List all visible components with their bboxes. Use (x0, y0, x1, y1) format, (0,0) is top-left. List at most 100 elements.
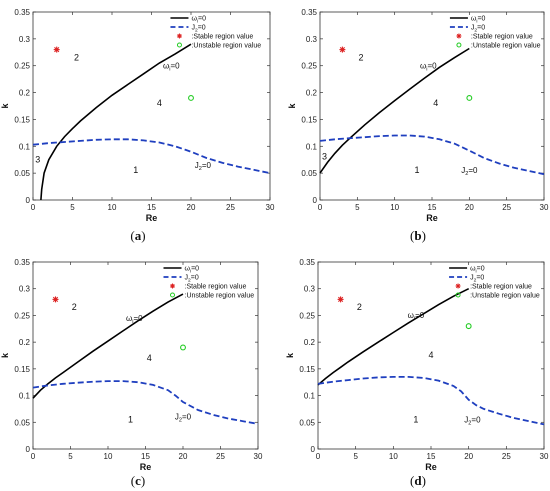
y-tick-label: 0.2 (19, 89, 31, 98)
region-label: 4 (157, 98, 162, 108)
y-tick-label: 0.05 (14, 418, 30, 427)
plot-frame (32, 11, 271, 201)
unstable-point-marker (180, 344, 186, 351)
legend-entry: :Unstable region value (191, 43, 261, 50)
chart-panel-a: 0 5 10 15 20 25 30 0 0.05 0.1 0.15 0.2 0.25 0.3 0.35 Re… (0, 8, 275, 243)
curve-annotation: J2=0 (195, 161, 212, 172)
x-tick-label: 0 (316, 452, 321, 461)
unstable-point-marker (466, 94, 473, 101)
x-tick-label: 5 (68, 452, 73, 461)
x-tick-label: 20 (464, 452, 473, 461)
x-tick-label: 25 (216, 452, 225, 461)
region-label: 4 (147, 353, 152, 363)
x-tick-label: 5 (355, 203, 360, 212)
region-label: 4 (428, 350, 433, 360)
plot-frame (319, 11, 545, 201)
x-tick-label: 25 (502, 203, 511, 212)
x-tick-label: 25 (502, 452, 511, 461)
y-tick-label: 0.35 (299, 258, 315, 267)
chart-panel-c: 0 5 10 15 20 25 30 0 0.05 0.1 0.15 0.2 0.25 0.3 0.35 Re… (0, 258, 263, 488)
series-j2-line (317, 376, 545, 426)
y-tick-label: 0.1 (304, 392, 316, 401)
region-label: 2 (357, 302, 362, 312)
y-tick-label: 0.05 (299, 418, 315, 427)
y-axis-label: k (0, 352, 10, 358)
x-tick-label: 15 (428, 203, 437, 212)
y-tick-label: 0.25 (301, 62, 317, 71)
chart-panel-b: 0 5 10 15 20 25 30 0 0.05 0.1 0.15 0.2 0.25 0.3 0.35 Re… (287, 8, 549, 243)
curve-annotation: ωi=0 (408, 311, 425, 322)
x-tick-label: 10 (390, 203, 399, 212)
legend-entry: :Unstable region value (471, 43, 541, 50)
chart-panel-d: 0 5 10 15 20 25 30 0 0.05 0.1 0.15 0.2 0.25 0.3 0.35 Re… (285, 258, 549, 488)
series-omega-line (32, 293, 184, 399)
series-omega-line (40, 43, 192, 201)
x-tick-label: 30 (266, 203, 275, 212)
y-tick-label: 0.15 (299, 365, 315, 374)
y-axis-label: k (0, 103, 10, 109)
region-label: 2 (74, 52, 79, 62)
legend-swatch-stable (170, 283, 175, 289)
x-tick-label: 10 (104, 452, 113, 461)
legend-swatch-unstable (176, 42, 182, 48)
legend-swatch-unstable (455, 292, 461, 298)
y-tick-label: 0.05 (14, 169, 30, 178)
y-tick-label: 0.25 (14, 311, 30, 320)
legend-entry: :Unstable region value (470, 293, 540, 300)
series-omega-line (317, 287, 470, 386)
y-tick-label: 0.15 (14, 365, 30, 374)
y-tick-label: 0.1 (19, 392, 31, 401)
legend: ωi=0J2=0:Stable region value:Unstable re… (170, 16, 261, 50)
y-tick-label: 0.2 (19, 338, 31, 347)
y-tick-label: 0.25 (14, 62, 30, 71)
x-tick-label: 15 (141, 452, 150, 461)
x-tick-label: 15 (427, 452, 436, 461)
legend: ωi=0J2=0:Stable region value:Unstable re… (449, 266, 540, 300)
y-tick-label: 0.3 (304, 285, 316, 294)
region-label: 3 (322, 152, 327, 162)
y-tick-label: 0.1 (19, 142, 31, 151)
x-tick-label: 20 (465, 203, 474, 212)
y-axis-label: k (287, 103, 297, 109)
y-tick-label: 0.35 (301, 8, 317, 17)
stable-point-marker (339, 46, 346, 53)
region-label: 1 (415, 165, 420, 175)
legend-entry: J2=0 (185, 275, 199, 284)
legend-entry: :Stable region value (191, 34, 253, 41)
legend-entry: :Stable region value (470, 284, 532, 291)
y-tick-label: 0.3 (306, 35, 318, 44)
y-tick-label: 0.1 (306, 142, 318, 151)
x-tick-label: 15 (147, 203, 156, 212)
region-label: 1 (133, 165, 138, 175)
y-axis-label: k (285, 352, 295, 358)
panel-caption: (a) (130, 228, 145, 243)
x-tick-label: 30 (254, 452, 263, 461)
region-label: 2 (72, 302, 77, 312)
unstable-point-marker (465, 323, 472, 330)
stable-point-marker (53, 46, 60, 53)
legend-swatch-stable (177, 33, 182, 39)
y-tick-label: 0.05 (301, 169, 317, 178)
y-tick-label: 0 (26, 445, 31, 454)
x-axis-label: Re (140, 462, 152, 472)
legend-entry: ωi=0 (185, 266, 200, 275)
curve-annotation: J2=0 (175, 413, 192, 424)
x-axis-label: Re (425, 462, 437, 472)
curve-annotation: ωi=0 (420, 61, 437, 72)
stable-point-marker (337, 296, 344, 303)
y-tick-label: 0 (26, 196, 31, 205)
curve-annotation: J2=0 (464, 415, 481, 426)
x-tick-label: 10 (108, 203, 117, 212)
x-tick-label: 10 (389, 452, 398, 461)
curve-annotation: ωi=0 (126, 314, 143, 325)
legend: ωi=0J2=0:Stable region value:Unstable re… (449, 16, 541, 50)
y-tick-label: 0 (311, 445, 316, 454)
plot-frame (317, 261, 545, 450)
unstable-point-marker (188, 94, 194, 101)
series-omega-line (319, 47, 470, 174)
y-tick-label: 0.2 (304, 338, 316, 347)
legend-entry: ωi=0 (191, 16, 206, 25)
y-tick-label: 0.35 (14, 258, 30, 267)
x-tick-label: 5 (353, 452, 358, 461)
